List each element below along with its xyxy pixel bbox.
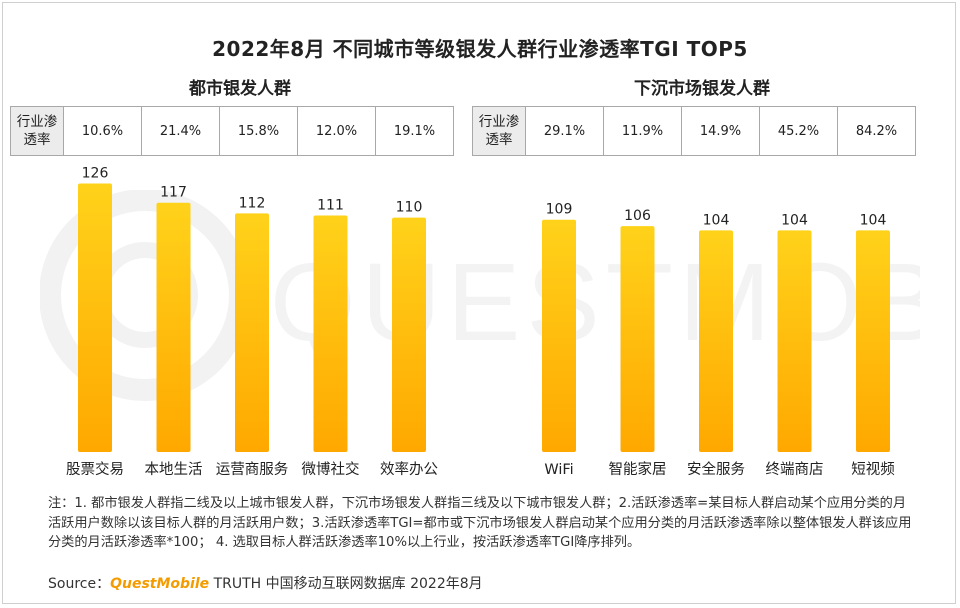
- footnotes: 注：1. 都市银发人群指二线及以上城市银发人群，下沉市场银发人群指三线及以下城市…: [48, 496, 912, 550]
- bar-value-label: 126: [82, 166, 109, 182]
- bar-WiFi: [542, 219, 576, 452]
- penetration-cell: 29.1%: [525, 106, 604, 156]
- category-label: 效率办公: [380, 461, 438, 478]
- category-label: 运营商服务: [216, 461, 289, 478]
- bar-智能家居: [620, 226, 655, 452]
- bar-效率办公: [392, 217, 426, 452]
- penetration-cell: 14.9%: [681, 106, 760, 156]
- bar-value-label: 110: [396, 200, 423, 216]
- bar-value-label: 111: [317, 197, 344, 213]
- right-penetration-table: 行业渗透率 29.1% 11.9% 14.9% 45.2% 84.2%: [472, 106, 916, 156]
- category-label: WiFi: [544, 462, 573, 478]
- category-label: 股票交易: [66, 460, 124, 478]
- bar-股票交易: [78, 183, 112, 452]
- penetration-cell: 10.6%: [63, 106, 142, 156]
- category-label: 终端商店: [766, 461, 824, 478]
- left-bar-chart: 126 股票交易 117 本地生活 112 运营商服务 111 微博社交 110 效率办公: [66, 166, 438, 478]
- bar-value-label: 106: [624, 208, 651, 224]
- bar-终端商店: [777, 230, 812, 452]
- penetration-cell: 84.2%: [837, 106, 916, 156]
- penetration-cell: 45.2%: [759, 106, 838, 156]
- left-chart-title: 都市银发人群: [189, 79, 291, 99]
- left-penetration-table: 行业渗透率 10.6% 21.4% 15.8% 12.0% 19.1%: [10, 106, 454, 156]
- penetration-cell: 11.9%: [603, 106, 682, 156]
- bar-value-label: 112: [239, 195, 266, 211]
- category-label: 智能家居: [609, 461, 667, 478]
- category-label: 本地生活: [145, 461, 203, 478]
- category-label: 安全服务: [687, 460, 745, 478]
- bar-value-label: 117: [160, 185, 187, 201]
- source-prefix: Source：: [48, 576, 111, 592]
- right-chart-title: 下沉市场银发人群: [634, 79, 770, 99]
- source-suffix: TRUTH 中国移动互联网数据库 2022年8月: [209, 576, 483, 592]
- bar-短视频: [856, 230, 890, 452]
- bar-本地生活: [156, 202, 191, 452]
- bar-value-label: 104: [703, 212, 730, 228]
- brand-logo-text: QuestMobile: [110, 576, 210, 592]
- source-line: Source：QuestMobile TRUTH 中国移动互联网数据库 2022…: [48, 573, 483, 593]
- penetration-cell: 15.8%: [219, 106, 298, 156]
- bar-value-label: 104: [860, 212, 887, 228]
- bar-value-label: 109: [546, 202, 573, 218]
- category-label: 短视频: [851, 461, 895, 478]
- bar-运营商服务: [235, 213, 269, 452]
- bar-安全服务: [699, 230, 733, 452]
- penetration-cell: 21.4%: [141, 106, 220, 156]
- penetration-cell: 12.0%: [297, 106, 376, 156]
- chart-title: 2022年8月 不同城市等级银发人群行业渗透率TGI TOP5: [212, 37, 748, 61]
- penetration-header: 行业渗透率: [472, 106, 526, 156]
- bar-微博社交: [313, 215, 348, 452]
- right-bar-chart: 109 WiFi 106 智能家居 104 安全服务 104 终端商店 104 短视频: [542, 202, 895, 478]
- bar-value-label: 104: [781, 212, 808, 228]
- category-label: 微博社交: [302, 460, 360, 478]
- penetration-cell: 19.1%: [375, 106, 454, 156]
- penetration-header: 行业渗透率: [10, 106, 64, 156]
